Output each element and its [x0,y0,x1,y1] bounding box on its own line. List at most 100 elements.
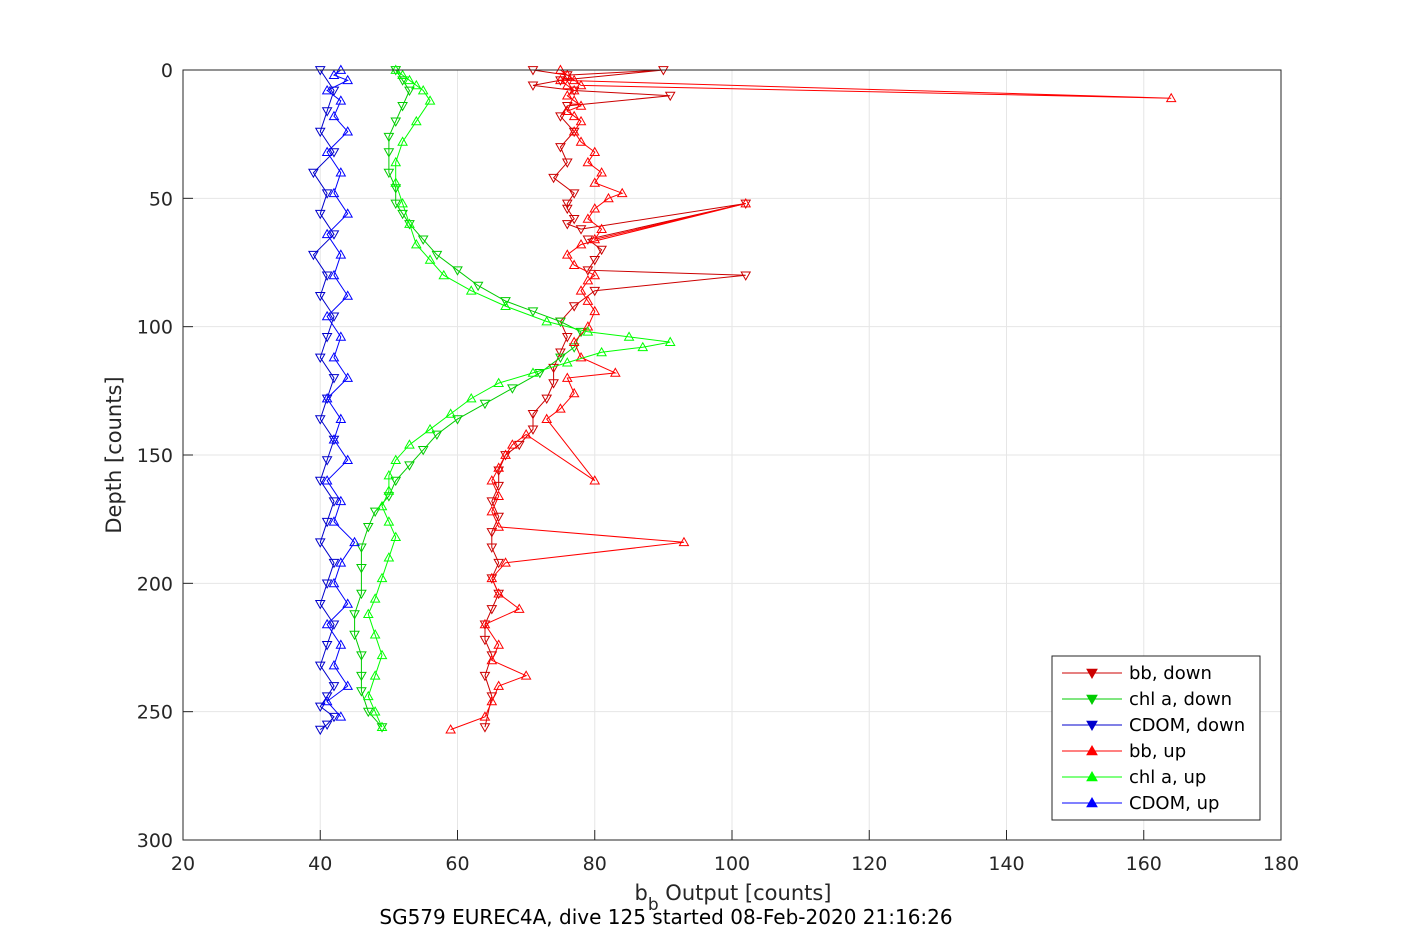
data-point [740,197,752,208]
data-point [308,250,319,261]
legend-entry: bb, down [1062,663,1212,684]
data-point [335,413,347,423]
data-point [356,589,367,600]
data-point [555,348,566,358]
data-point [321,695,333,706]
data-point [678,536,690,547]
data-point [328,230,340,240]
data-point [575,285,587,295]
data-point [321,720,333,731]
data-point [328,148,340,158]
data-point [507,384,518,394]
data-point [328,659,340,670]
y-tick-label: 150 [137,445,173,467]
data-point [493,639,505,649]
series-layer [308,64,1177,736]
data-point [568,86,580,97]
data-point [321,310,333,321]
data-point [321,107,333,117]
data-point [410,115,422,126]
data-point [321,85,333,95]
data-point [390,454,402,465]
data-point [328,620,340,630]
data-point [500,300,511,311]
data-point [335,495,347,506]
data-point [342,372,354,382]
data-point [349,630,360,641]
data-point [582,274,594,285]
data-point [397,209,408,220]
data-point [376,723,388,733]
data-point [424,254,436,264]
data-point [335,331,347,341]
data-point [383,168,395,179]
data-point [328,558,340,569]
data-point [589,286,601,297]
data-point [314,599,326,610]
data-point [500,297,511,307]
data-point [424,95,436,105]
data-point [335,167,347,177]
x-axis-label-main: b [634,881,647,905]
data-point [486,654,498,665]
data-point [314,661,326,671]
data-point [369,670,381,680]
data-point [637,341,649,352]
data-point [397,102,408,112]
data-point [555,317,566,328]
data-point [328,577,340,588]
data-point [493,680,505,690]
y-tick-label: 50 [149,188,173,210]
data-point [356,564,367,574]
legend-box [1051,655,1261,821]
data-point [321,393,333,403]
data-point [568,127,580,138]
data-point [568,110,580,121]
x-tick-label: 60 [445,853,469,875]
data-point [390,66,402,76]
data-point [465,285,477,295]
data-point [308,168,319,179]
data-point [342,598,354,608]
data-point [335,711,347,721]
data-point [548,363,559,374]
data-point [417,445,429,456]
data-point [596,245,607,256]
data-point [589,475,601,485]
legend-marker [1086,744,1098,756]
data-point [561,102,573,112]
data-point [582,321,594,331]
data-point [596,167,607,177]
data-point [404,439,415,449]
data-point [321,189,333,199]
data-point [383,552,395,562]
data-point [596,346,607,357]
x-tick-label: 100 [714,853,750,875]
data-point [356,687,367,697]
data-point [575,225,587,235]
data-point [561,220,573,230]
data-point [328,187,340,198]
data-point [328,351,340,362]
data-point [527,367,539,377]
data-point [513,440,525,451]
legend-label: bb, up [1129,741,1186,762]
data-point [589,305,601,316]
data-point [328,312,340,322]
data-point [314,209,326,220]
data-point [356,651,367,661]
data-point [328,434,340,444]
data-point [417,85,429,95]
data-point [465,393,477,403]
data-point [404,74,415,85]
data-point [493,521,505,531]
data-point [582,326,594,336]
legend-label: CDOM, down [1129,715,1245,736]
data-point [568,95,580,105]
data-point [383,470,395,480]
data-point [376,721,388,731]
data-point [527,66,539,76]
data-point [479,635,491,646]
data-point [383,516,395,526]
